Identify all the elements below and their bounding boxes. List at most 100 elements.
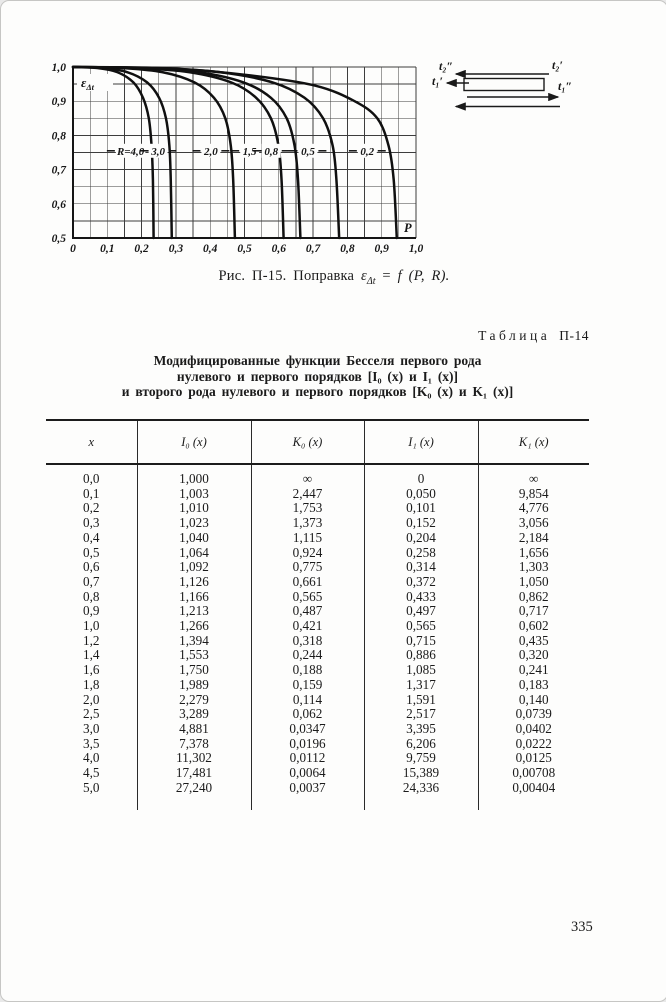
table-row: 5,0 27,240 0,0037 24,336 0,00404 [46, 780, 589, 796]
table-cell: 1,989 [136, 677, 251, 693]
caption-prefix: Рис. П-15. Поправка [218, 268, 361, 284]
table-cell: 1,092 [136, 560, 251, 575]
column-header-x: x [46, 420, 137, 465]
table-cell: 7,378 [136, 736, 251, 752]
y-axis-label: εΔt [81, 75, 95, 92]
table-row: 0,1 1,003 2,447 0,050 9,854 [46, 486, 589, 502]
table-cell: 15,389 [363, 765, 478, 781]
table-cell: 3,289 [136, 707, 251, 722]
table-cell: 1,6 [83, 662, 100, 678]
table-row: 3,5 7,378 0,0196 6,206 0,0222 [46, 736, 589, 752]
caption-epsilon-sub: Δt [366, 275, 376, 287]
table-row: 4,0 11,302 0,0112 9,759 0,0125 [46, 751, 589, 767]
table-cell: 1,591 [363, 692, 478, 708]
svg-text:1,0: 1,0 [409, 243, 424, 255]
inner-tube [463, 77, 545, 92]
table-cell: 0,314 [363, 560, 478, 575]
table-cell: 1,317 [363, 677, 478, 693]
svg-text:0,5: 0,5 [237, 243, 252, 255]
table-cell: 0,2 [83, 500, 100, 516]
svg-text:0: 0 [70, 243, 76, 255]
table-cell: 0,114 [250, 692, 364, 708]
table-cell: 1,040 [136, 530, 251, 546]
table-cell: 1,064 [136, 545, 251, 561]
svg-text:0,5: 0,5 [52, 233, 67, 245]
table-cell: 1,0 [83, 618, 100, 634]
table-row: 0,2 1,010 1,753 0,101 4,776 [46, 500, 589, 517]
table-cell: 0,244 [250, 648, 364, 664]
table-cell: 0,0037 [250, 780, 364, 796]
table-cell: 11,302 [136, 751, 251, 767]
table-cell: 0,8 [83, 588, 100, 604]
curve-0-2 [71, 65, 399, 240]
curve-labels: R=4,0 3,0 2,0 1,5 0,8 0,5 0,2 [106, 143, 386, 158]
table-cell: 0,0 [83, 471, 100, 486]
table-title-line: нулевого и первого порядков [I₀ (x) и I₁… [176, 368, 459, 384]
table-cell: 0,775 [250, 560, 364, 575]
table-row: 0,9 1,213 0,487 0,497 0,717 [46, 603, 589, 620]
table-cell: 0,602 [477, 618, 589, 634]
svg-text:0,6: 0,6 [272, 243, 287, 255]
table-cell: 1,115 [250, 530, 364, 546]
table-cell: 2,517 [363, 707, 478, 722]
table-cell: 1,003 [136, 486, 251, 502]
svg-text:0,9: 0,9 [375, 243, 390, 255]
column-header-k1: K₁ (x) [477, 420, 589, 465]
table-cell: 1,553 [136, 648, 251, 664]
x-axis-label: P [404, 221, 412, 235]
table-cell: 0,661 [250, 574, 364, 590]
table-cell: 2,0 [83, 691, 100, 707]
table-cell: 0,886 [363, 648, 478, 664]
table-cell: 1,010 [136, 501, 251, 517]
table-cell: 0,565 [363, 618, 478, 634]
table-cell: 0,00708 [477, 765, 589, 781]
page-number: 335 [571, 919, 593, 935]
table-cell: 24,336 [363, 780, 478, 796]
svg-text:0,6: 0,6 [52, 199, 67, 211]
table-title-line: Модифицированные функции Бесселя первого… [153, 353, 482, 368]
table-cell: 1,656 [477, 545, 589, 561]
heat-exchanger-scheme: t₂″ t₂′ t₁′ t₁″ [432, 58, 572, 111]
table-cell: 0,421 [250, 618, 364, 634]
svg-text:0,3: 0,3 [169, 243, 184, 255]
svg-text:0,2: 0,2 [360, 146, 374, 158]
table-cell: 2,184 [477, 530, 589, 546]
svg-text:0,2: 0,2 [134, 243, 149, 255]
table-cell: 0,715 [363, 633, 478, 649]
table-row: 0,7 1,126 0,661 0,372 1,050 [46, 574, 589, 590]
table-row: 2,0 2,279 0,114 1,591 0,140 [46, 691, 589, 708]
table-cell: 0,0222 [477, 736, 589, 752]
table-cell: 0,4 [83, 529, 100, 545]
caption-args: (P, R). [401, 268, 450, 284]
table-cell: 1,213 [136, 604, 251, 620]
table-cell: 3,0 [83, 720, 100, 736]
table-cell: 9,854 [477, 486, 589, 502]
table-cell: 0,0125 [477, 751, 589, 767]
table-cell: 0,062 [250, 707, 364, 722]
curves [71, 65, 399, 240]
label-t2-in: t₂′ [552, 58, 563, 72]
table-label: Таблица П-14 [46, 328, 589, 344]
table-cell: 0,0739 [477, 707, 589, 722]
label-t2-out: t₂″ [439, 59, 453, 73]
table-cell: 0,9 [83, 603, 100, 619]
table-cell: 0,00404 [477, 780, 589, 796]
table-cell: ∞ [477, 464, 589, 487]
table-cell: 1,373 [250, 515, 364, 531]
table-cell: 0,0347 [250, 721, 364, 737]
table-row: 0,3 1,023 1,373 0,152 3,056 [46, 515, 589, 531]
table-cell: 0,433 [363, 589, 478, 605]
table-cell: 0,318 [250, 633, 364, 649]
table-bottom-spacer [46, 795, 589, 811]
table-cell: 0,0064 [250, 765, 364, 781]
svg-text:3,0: 3,0 [150, 146, 165, 158]
axes [71, 66, 416, 240]
svg-text:0,1: 0,1 [100, 243, 114, 255]
table-row: 1,8 1,989 0,159 1,317 0,183 [46, 677, 589, 693]
table-cell: 4,881 [136, 721, 251, 737]
svg-text:0,8: 0,8 [340, 243, 355, 255]
table-row: 0,4 1,040 1,115 0,204 2,184 [46, 529, 589, 546]
table-cell: 1,394 [136, 633, 251, 649]
table-cell: 0,159 [250, 677, 364, 693]
